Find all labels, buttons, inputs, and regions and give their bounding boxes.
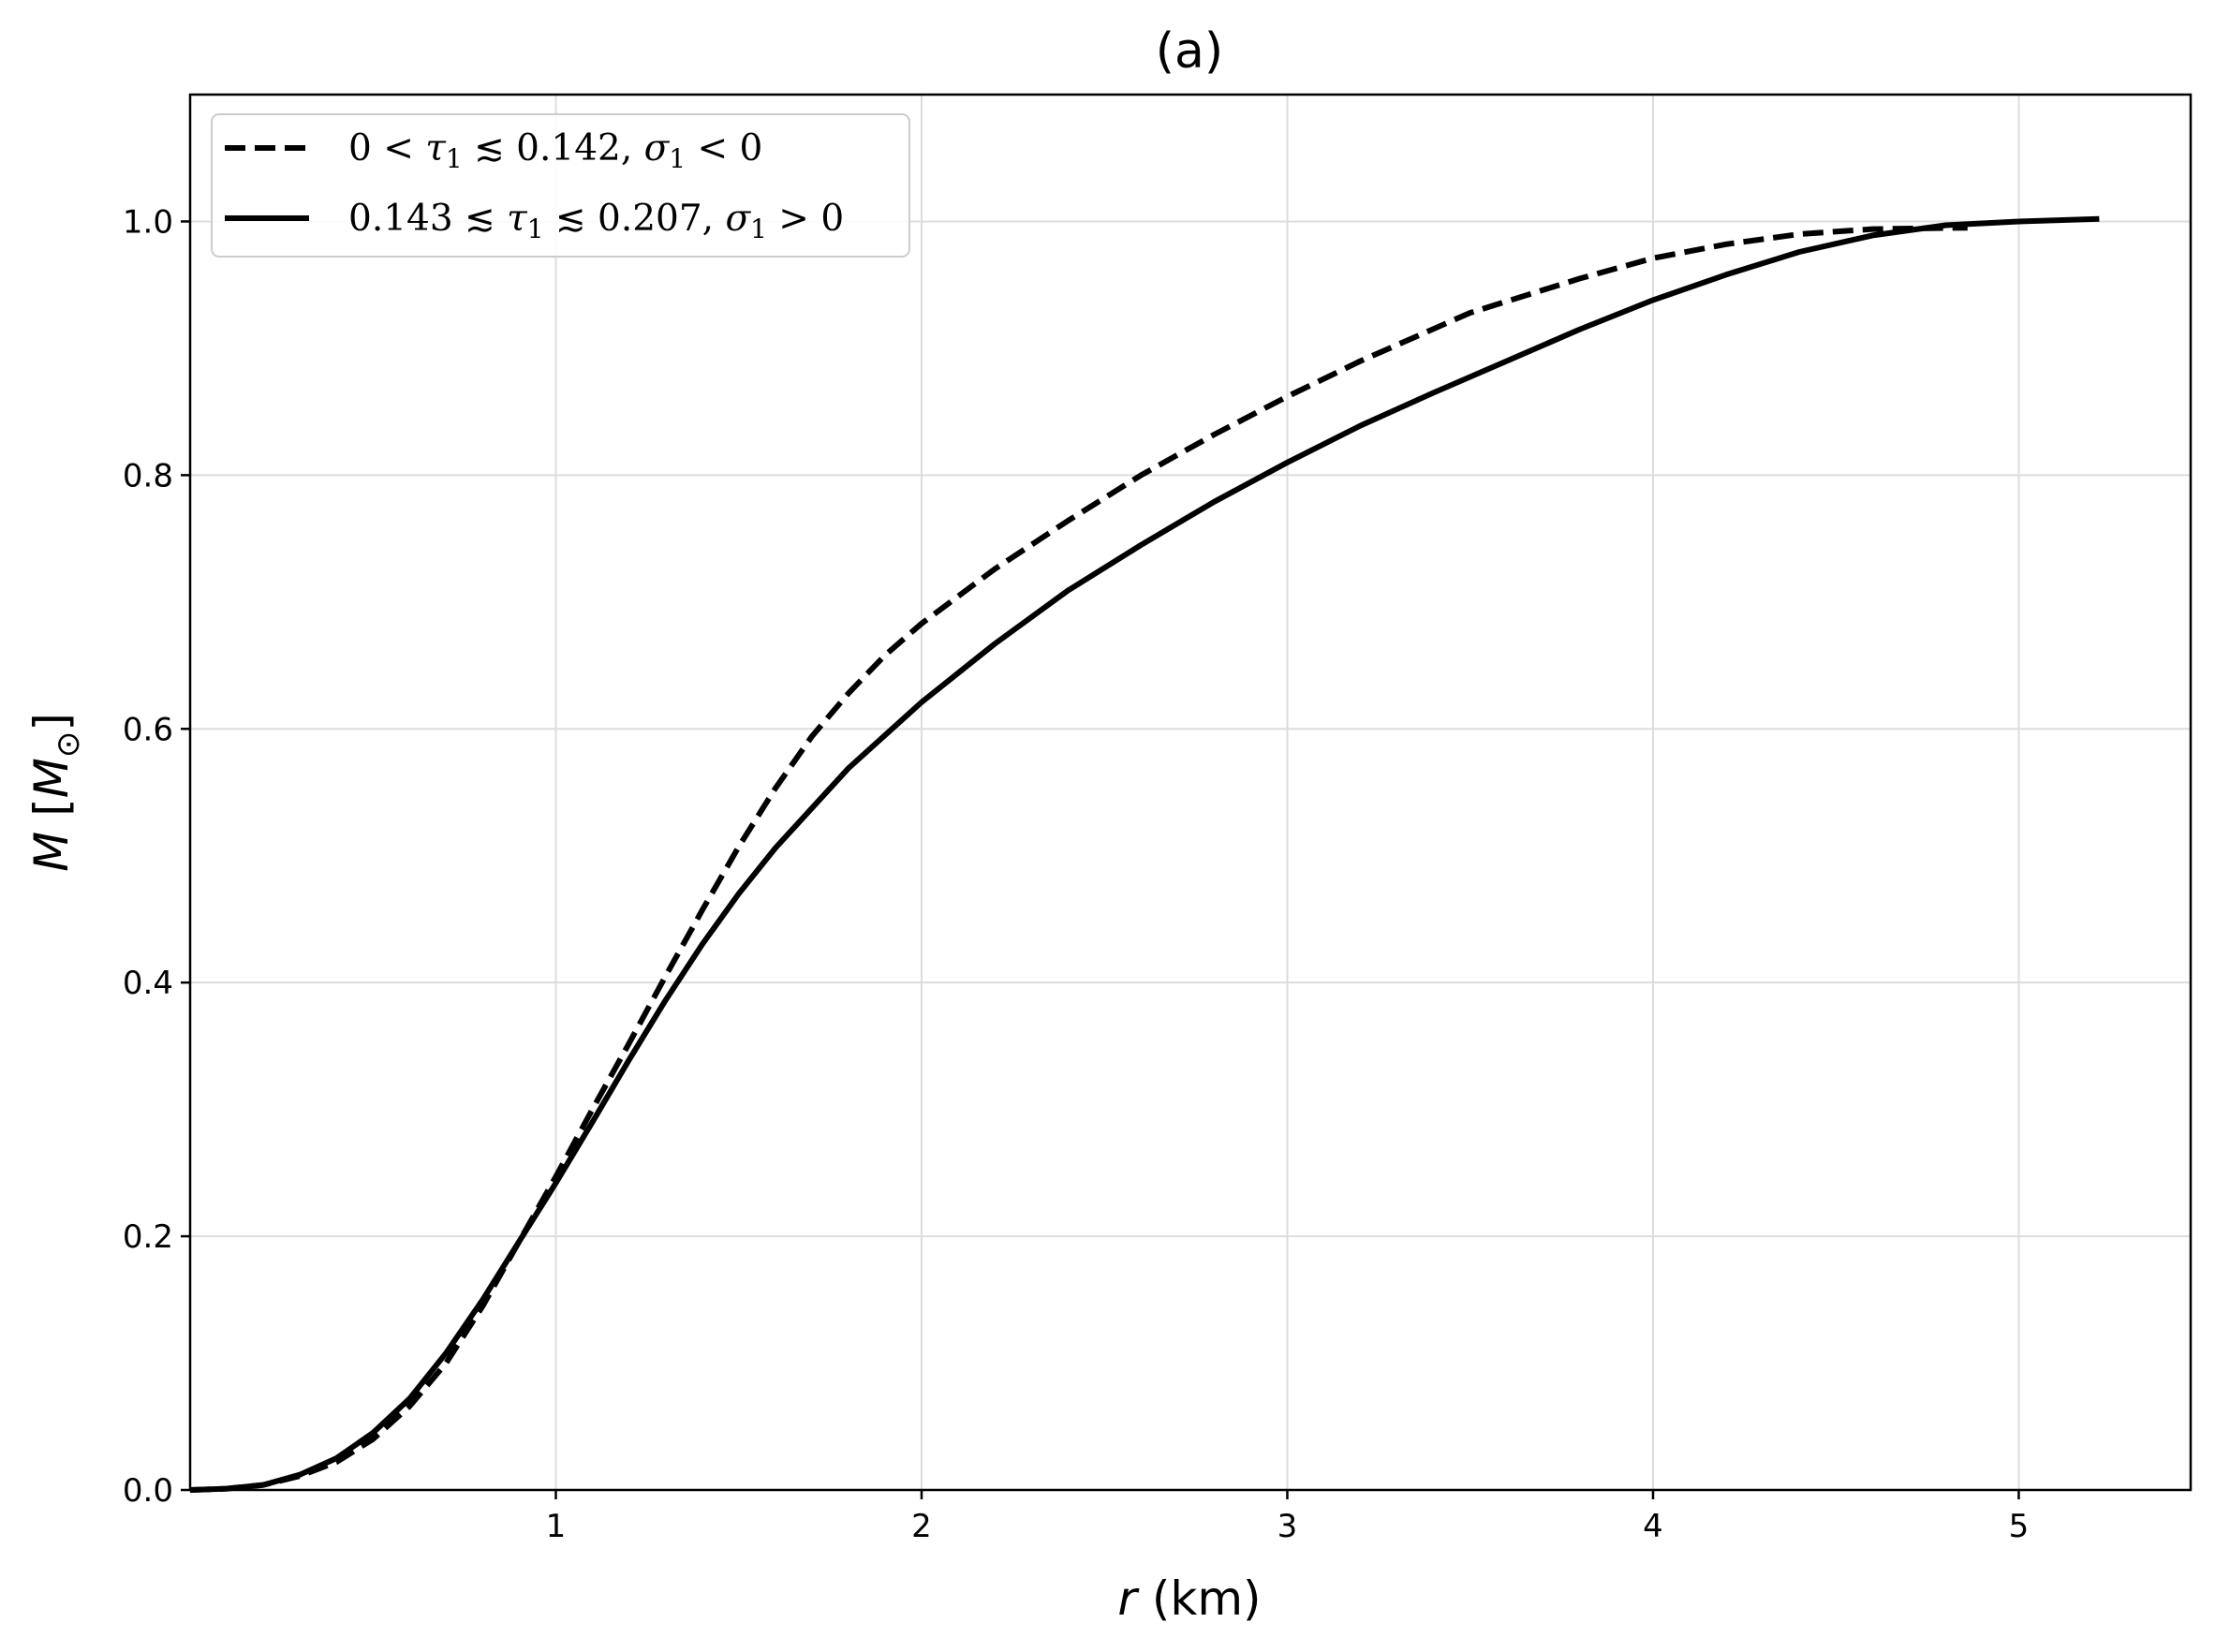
y-tick-label: 0.2 [123,1218,173,1256]
x-tick-label: 4 [1643,1508,1663,1545]
y-tick-label: 0.0 [123,1472,173,1510]
x-tick-label: 2 [911,1508,932,1545]
legend-label-part: 1 [527,214,544,244]
legend-label-part: 1 [446,143,463,174]
series-line-dashed [189,225,1968,1493]
x-axis: 1 2 3 4 5 [546,1490,2030,1545]
legend-label-part: 0.143 ≲ [348,198,507,240]
legend-label-part: 0 < [348,127,425,170]
y-axis-label-bracket-close: ] [24,713,79,731]
legend-label: 0.143 ≲ τ1 ≲ 0.207, σ1 > 0 [348,198,844,244]
series-line-solid [189,215,2100,1493]
chart-title: (a) [1156,23,1223,80]
legend-label-part: σ [725,198,751,240]
x-axis-label-unit: (km) [1137,1571,1262,1626]
legend-label-part: τ [507,198,528,240]
y-axis-label-bracket-open: [ [24,798,79,831]
legend-label-part: τ [425,127,447,170]
x-tick-label: 1 [546,1508,567,1545]
legend-label: 0 < τ1 ≲ 0.142, σ1 < 0 [348,127,762,174]
legend-label-part: ≲ 0.142, [463,127,644,170]
y-tick-label: 0.4 [123,965,173,1002]
x-tick-label: 5 [2009,1508,2030,1545]
legend-label-part: ≲ 0.207, [544,198,726,240]
x-tick-label: 3 [1277,1508,1298,1545]
x-axis-label: r (km) [1117,1571,1261,1626]
legend-label-part: < 0 [686,127,762,170]
legend-label-part: 1 [669,143,686,174]
y-tick-label: 0.6 [123,711,173,748]
legend: 0 < τ1 ≲ 0.142, σ1 < 00.143 ≲ τ1 ≲ 0.207… [211,113,910,258]
y-tick-label: 1.0 [123,203,173,241]
y-axis-label: M [M⊙] [24,713,87,872]
plot-frame [188,93,2193,1492]
legend-box [211,113,910,258]
series-layer [189,215,2100,1493]
y-axis-label-unit: M [24,758,79,798]
y-axis-label-variable: M [24,832,79,872]
grid-lines [190,95,2191,1491]
legend-label-part: 1 [750,214,767,244]
legend-label-part: > 0 [767,198,844,240]
y-tick-label: 0.8 [123,457,173,494]
legend-entries: 0 < τ1 ≲ 0.142, σ1 < 00.143 ≲ τ1 ≲ 0.207… [225,127,844,244]
y-axis: 0.0 0.2 0.4 0.6 0.8 1.0 [123,203,190,1510]
y-axis-label-unit-subscript: ⊙ [50,731,87,759]
legend-label-part: σ [644,127,671,170]
x-axis-label-variable: r [1117,1571,1140,1626]
